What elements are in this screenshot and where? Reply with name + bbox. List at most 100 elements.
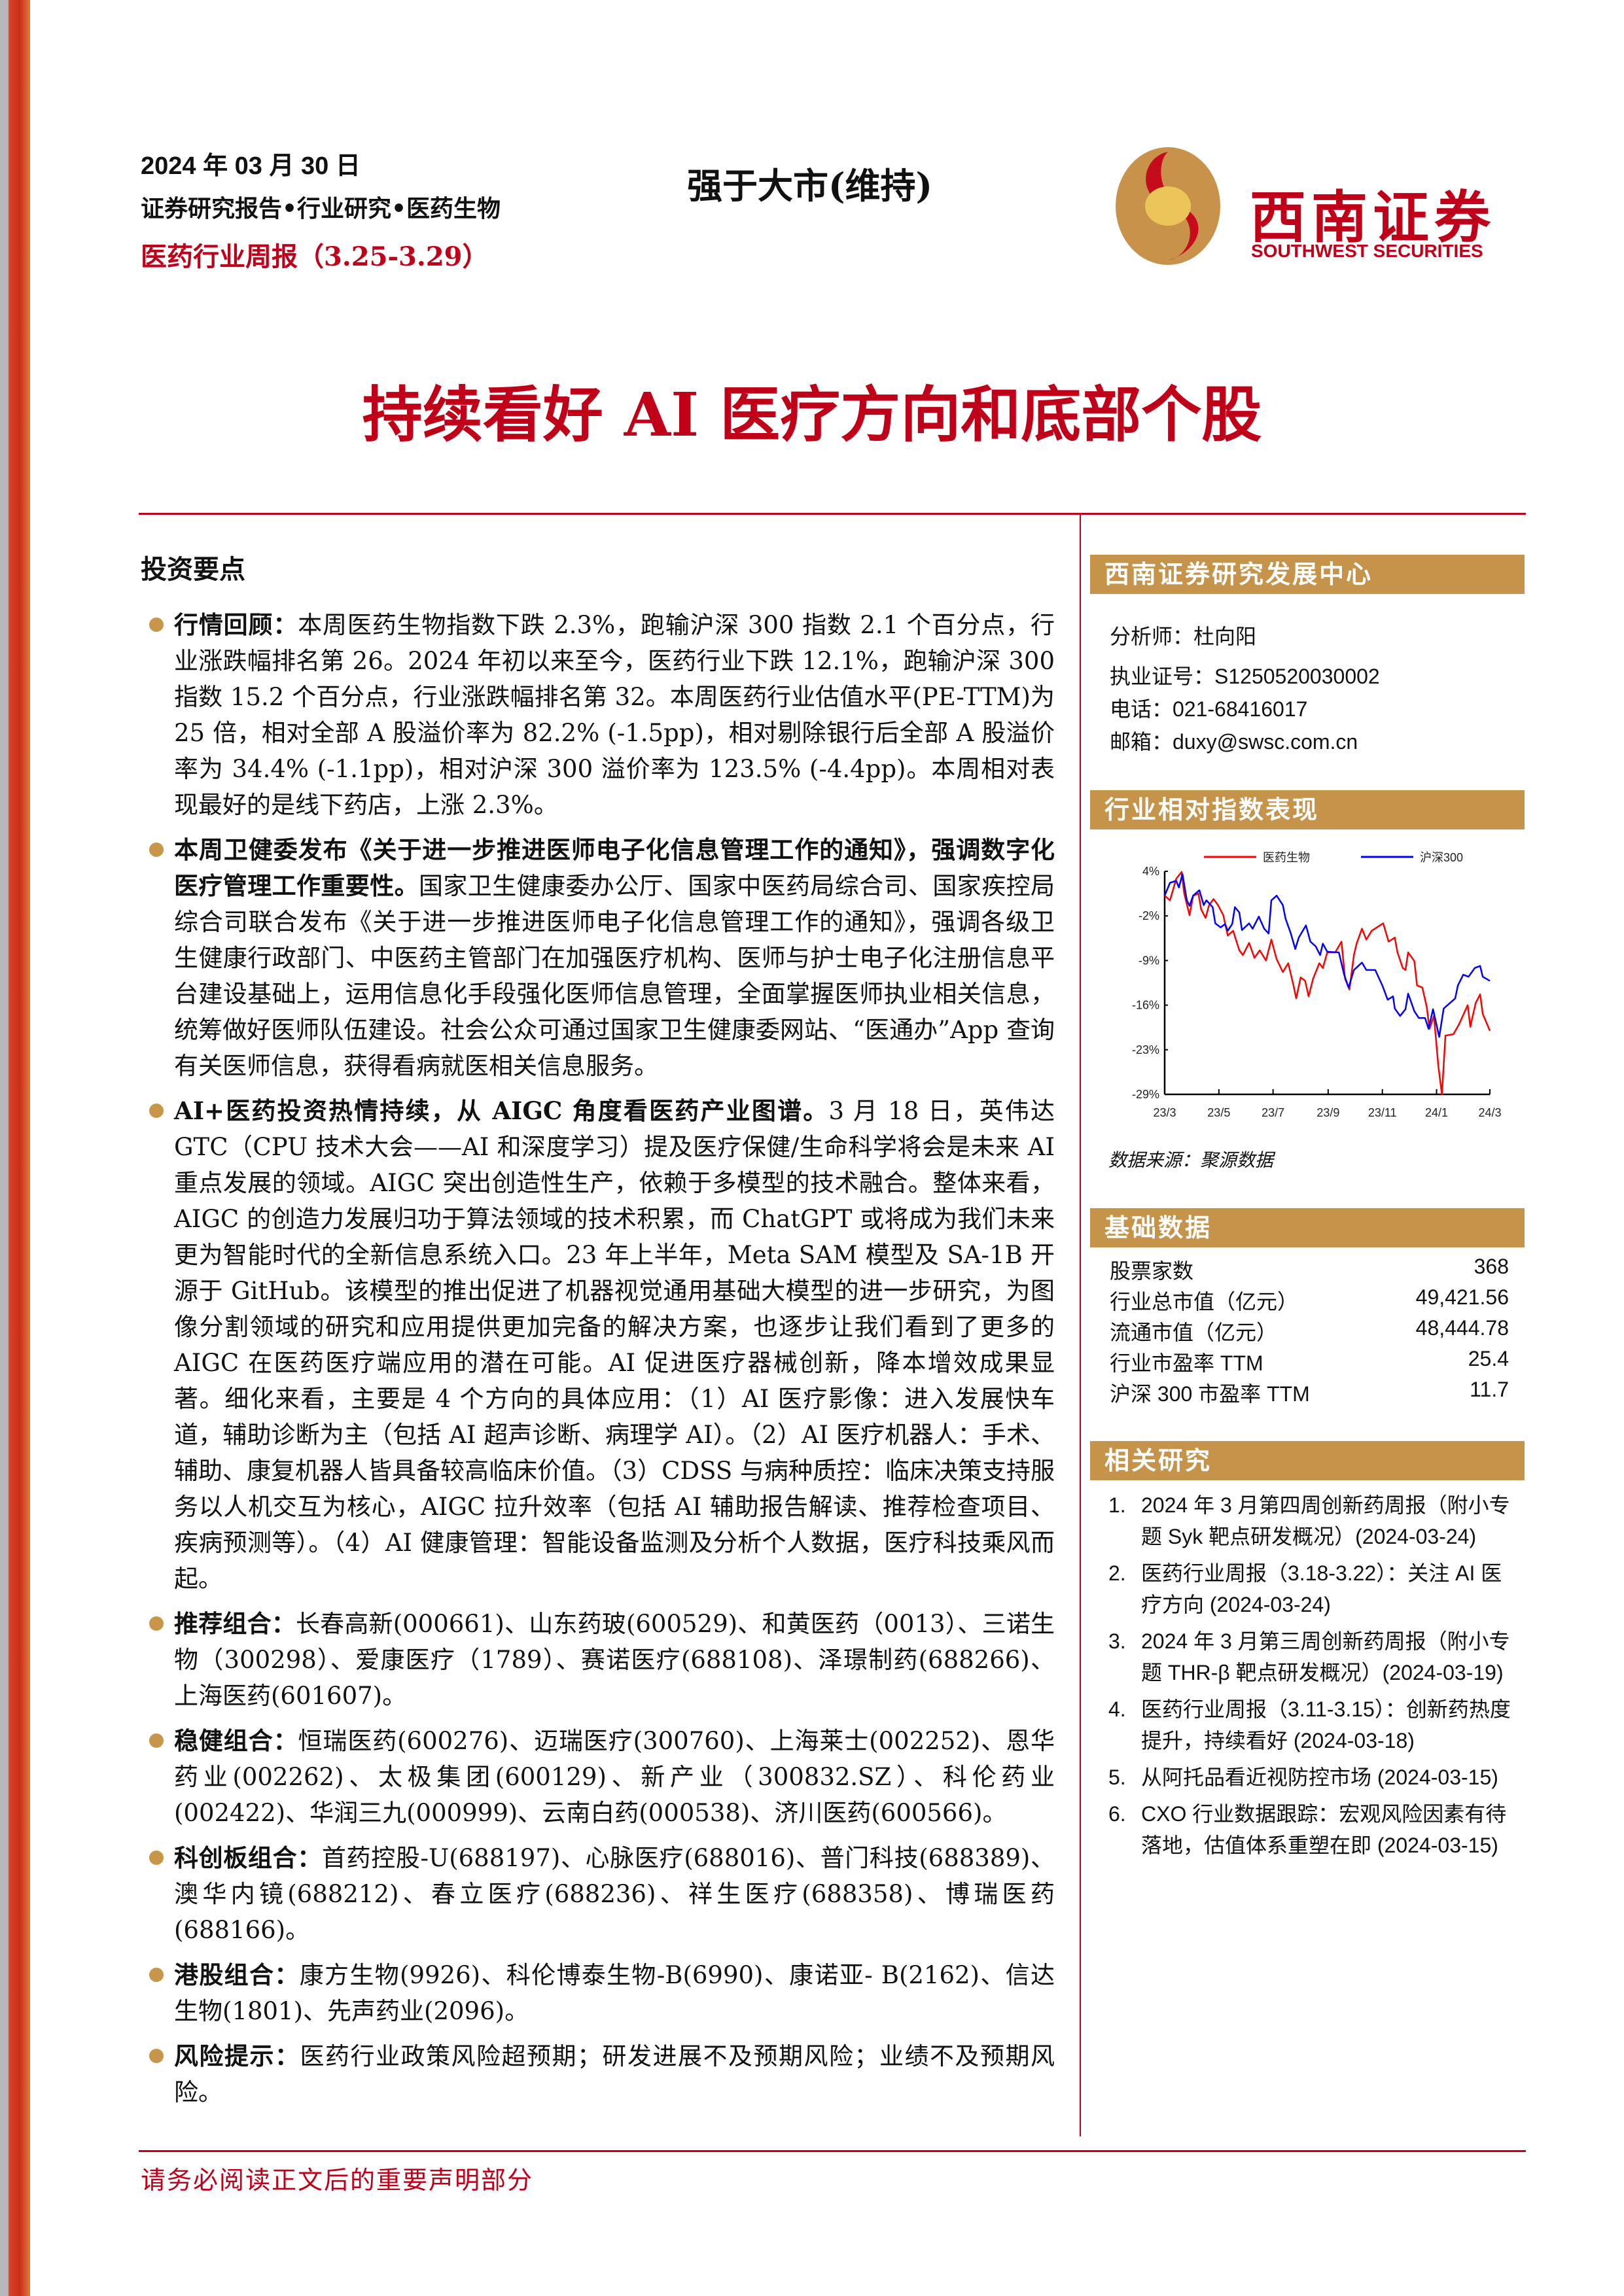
analyst: 分析师：杜向阳: [1110, 625, 1257, 648]
bullet-icon: [149, 843, 164, 857]
related-num: 2.: [1108, 1561, 1126, 1585]
data-row: 行业市盈率 TTM 25.4: [1110, 1347, 1509, 1377]
bullet-icon: [149, 1851, 164, 1865]
y-tick-label: -9%: [1139, 954, 1159, 967]
related-num: 5.: [1108, 1765, 1126, 1789]
point-recommended: 推荐组合：长春高新(000661)、山东药玻(600529)、和黄医药（0013…: [149, 1606, 1055, 1714]
footer-disclaimer: 请务必阅读正文后的重要声明部分: [141, 2166, 534, 2195]
data-row: 行业总市值（亿元） 49,421.56: [1110, 1285, 1509, 1315]
data-row: 沪深 300 市盈率 TTM 11.7: [1110, 1378, 1509, 1408]
email-link[interactable]: 邮箱：duxy@swsc.com.cn: [1110, 730, 1358, 754]
related-research-list: 1. 2024 年 3 月第四周创新药周报（附小专题 Syk 靶点研发概况）(20…: [1108, 1489, 1514, 1861]
related-item[interactable]: 2. 医药行业周报（3.18-3.22）：关注 AI 医疗方向 (2024-03-…: [1108, 1557, 1514, 1620]
data-label: 行业总市值（亿元）: [1110, 1290, 1299, 1313]
series-line-0: [1164, 871, 1491, 1096]
x-tick-label: 24/3: [1478, 1106, 1501, 1119]
point-ai: AI+医药投资热情持续，从 AIGC 角度看医药产业图谱。3 月 18 日，英伟…: [149, 1093, 1055, 1597]
point-lead: 行情回顾：: [174, 610, 298, 639]
point-lead: 风险提示：: [174, 2042, 300, 2070]
data-label: 流通市值（亿元）: [1110, 1321, 1278, 1344]
research-center-header: 西南证券研究发展中心: [1090, 555, 1525, 594]
related-research-header: 相关研究: [1090, 1441, 1525, 1480]
related-item[interactable]: 3. 2024 年 3 月第三周创新药周报（附小专题 THR-β 靶点研发概况）(…: [1108, 1626, 1514, 1688]
column-divider: [1080, 514, 1081, 2136]
point-hk: 港股组合：康方生物(9926)、科伦博泰生物-B(6990)、康诺亚- B(21…: [149, 1957, 1055, 2029]
report-type: 证券研究报告•行业研究•医药生物: [141, 195, 501, 222]
x-tick-label: 23/9: [1316, 1106, 1339, 1119]
data-value: 49,421.56: [1415, 1285, 1509, 1309]
point-lead: 科创板组合：: [174, 1843, 322, 1872]
point-body: 3 月 18 日，英伟达 GTC（CPU 技术大会——AI 和深度学习）提及医疗…: [174, 1097, 1055, 1593]
y-tick-label: -2%: [1139, 909, 1159, 922]
point-risk: 风险提示：医药行业政策风险超预期；研发进展不及预期风险；业绩不及预期风险。: [149, 2038, 1055, 2110]
point-lead: 本周卫健委发布《关于进一步推进医师电子化信息管理工作的通知》，强调数字化医疗管理…: [174, 835, 1055, 900]
basic-data-header: 基础数据: [1090, 1208, 1525, 1247]
footer-divider: [139, 2150, 1526, 2152]
related-link[interactable]: CXO 行业数据跟踪：宏观风险因素有待落地，估值体系重塑在即 (2024-03-…: [1141, 1802, 1507, 1857]
data-row: 流通市值（亿元） 48,444.78: [1110, 1316, 1509, 1346]
y-tick-label: -16%: [1132, 999, 1159, 1012]
legend-label: 医药生物: [1263, 851, 1310, 864]
bullet-icon: [149, 2049, 164, 2063]
point-body: 恒瑞医药(600276)、迈瑞医疗(300760)、上海莱士(002252)、恩…: [174, 1727, 1055, 1827]
point-policy: 本周卫健委发布《关于进一步推进医师电子化信息管理工作的通知》，强调数字化医疗管理…: [149, 832, 1055, 1084]
x-tick-label: 23/11: [1368, 1106, 1397, 1119]
report-date: 2024 年 03 月 30 日: [141, 152, 361, 180]
point-body: 本周医药生物指数下跌 2.3%，跑输沪深 300 指数 2.1 个百分点，行业涨…: [174, 611, 1055, 819]
related-item[interactable]: 1. 2024 年 3 月第四周创新药周报（附小专题 Syk 靶点研发概况）(20…: [1108, 1489, 1514, 1552]
series-line-1: [1163, 873, 1491, 1038]
point-star-market: 科创板组合：首药控股-U(688197)、心脉医疗(688016)、普门科技(6…: [149, 1840, 1055, 1948]
related-item[interactable]: 6. CXO 行业数据跟踪：宏观风险因素有待落地，估值体系重塑在即 (2024-0…: [1108, 1798, 1514, 1861]
y-tick-label: -23%: [1132, 1043, 1159, 1056]
page-edge-strip: [0, 0, 30, 2296]
report-series: 医药行业周报（3.25-3.29）: [141, 241, 489, 272]
data-value: 25.4: [1468, 1347, 1509, 1370]
related-link[interactable]: 医药行业周报（3.18-3.22）：关注 AI 医疗方向 (2024-03-24…: [1141, 1561, 1502, 1616]
chart-source: 数据来源：聚源数据: [1108, 1149, 1274, 1171]
related-link[interactable]: 2024 年 3 月第三周创新药周报（附小专题 THR-β 靶点研发概况）(20…: [1141, 1629, 1510, 1684]
point-body: 首药控股-U(688197)、心脉医疗(688016)、普门科技(688389)…: [174, 1844, 1055, 1944]
data-label: 沪深 300 市盈率 TTM: [1110, 1382, 1310, 1406]
company-logo: [1116, 147, 1220, 265]
bullet-icon: [149, 1616, 164, 1631]
related-num: 4.: [1108, 1697, 1126, 1721]
point-steady: 稳健组合：恒瑞医药(600276)、迈瑞医疗(300760)、上海莱士(0022…: [149, 1723, 1055, 1831]
related-num: 3.: [1108, 1629, 1126, 1653]
x-tick-label: 23/3: [1153, 1106, 1176, 1119]
point-body: 康方生物(9926)、科伦博泰生物-B(6990)、康诺亚- B(2162)、信…: [174, 1961, 1055, 2025]
related-link[interactable]: 医药行业周报（3.11-3.15）：创新药热度提升，持续看好 (2024-03-…: [1141, 1697, 1511, 1752]
point-lead: 港股组合：: [174, 1960, 300, 1989]
data-label: 行业市盈率 TTM: [1110, 1351, 1263, 1375]
data-row: 股票家数 368: [1110, 1255, 1509, 1285]
point-body: 医药行业政策风险超预期；研发进展不及预期风险；业绩不及预期风险。: [174, 2042, 1055, 2106]
legend-label: 沪深300: [1420, 851, 1463, 864]
bullet-icon: [149, 617, 164, 632]
x-tick-label: 23/7: [1262, 1106, 1284, 1119]
related-num: 6.: [1108, 1802, 1126, 1826]
bullet-icon: [149, 1968, 164, 1982]
logo-text-en: SOUTHWEST SECURITIES: [1251, 241, 1483, 261]
y-tick-label: -29%: [1132, 1088, 1159, 1101]
rating: 强于大市(维持): [687, 165, 933, 207]
data-value: 368: [1474, 1255, 1509, 1278]
point-body: 国家卫生健康委办公厅、国家中医药局综合司、国家疾控局综合司联合发布《关于进一步推…: [174, 872, 1055, 1080]
related-link[interactable]: 2024 年 3 月第四周创新药周报（附小专题 Syk 靶点研发概况）(2024…: [1141, 1493, 1510, 1548]
report-title: 持续看好 AI 医疗方向和底部个股: [362, 379, 1262, 450]
chart-header: 行业相对指数表现: [1090, 790, 1525, 829]
point-lead: 稳健组合：: [174, 1726, 298, 1755]
x-tick-label: 24/1: [1425, 1106, 1448, 1119]
related-item[interactable]: 4. 医药行业周报（3.11-3.15）：创新药热度提升，持续看好 (2024-0…: [1108, 1694, 1514, 1756]
bullet-icon: [149, 1733, 164, 1748]
related-link[interactable]: 从阿托品看近视防控市场 (2024-03-15): [1141, 1765, 1498, 1789]
data-value: 11.7: [1470, 1378, 1509, 1401]
bullet-icon: [149, 1104, 164, 1118]
logo-text-cn: 西南证券: [1250, 184, 1496, 251]
phone: 电话：021-68416017: [1110, 697, 1308, 721]
related-num: 1.: [1108, 1493, 1126, 1517]
point-body: 长春高新(000661)、山东药玻(600529)、和黄医药（0013）、三诺生…: [174, 1610, 1055, 1710]
investment-points: 行情回顾：本周医药生物指数下跌 2.3%，跑输沪深 300 指数 2.1 个百分…: [149, 607, 1055, 2110]
data-value: 48,444.78: [1415, 1316, 1509, 1340]
license-number: 执业证号：S1250520030002: [1110, 665, 1380, 688]
relative-index-chart: 4% -2% -9% -16% -23% -29% 23/3 23/5 23/7 23/9 23/1…: [1132, 851, 1502, 1119]
related-item[interactable]: 5. 从阿托品看近视防控市场 (2024-03-15): [1108, 1762, 1514, 1793]
